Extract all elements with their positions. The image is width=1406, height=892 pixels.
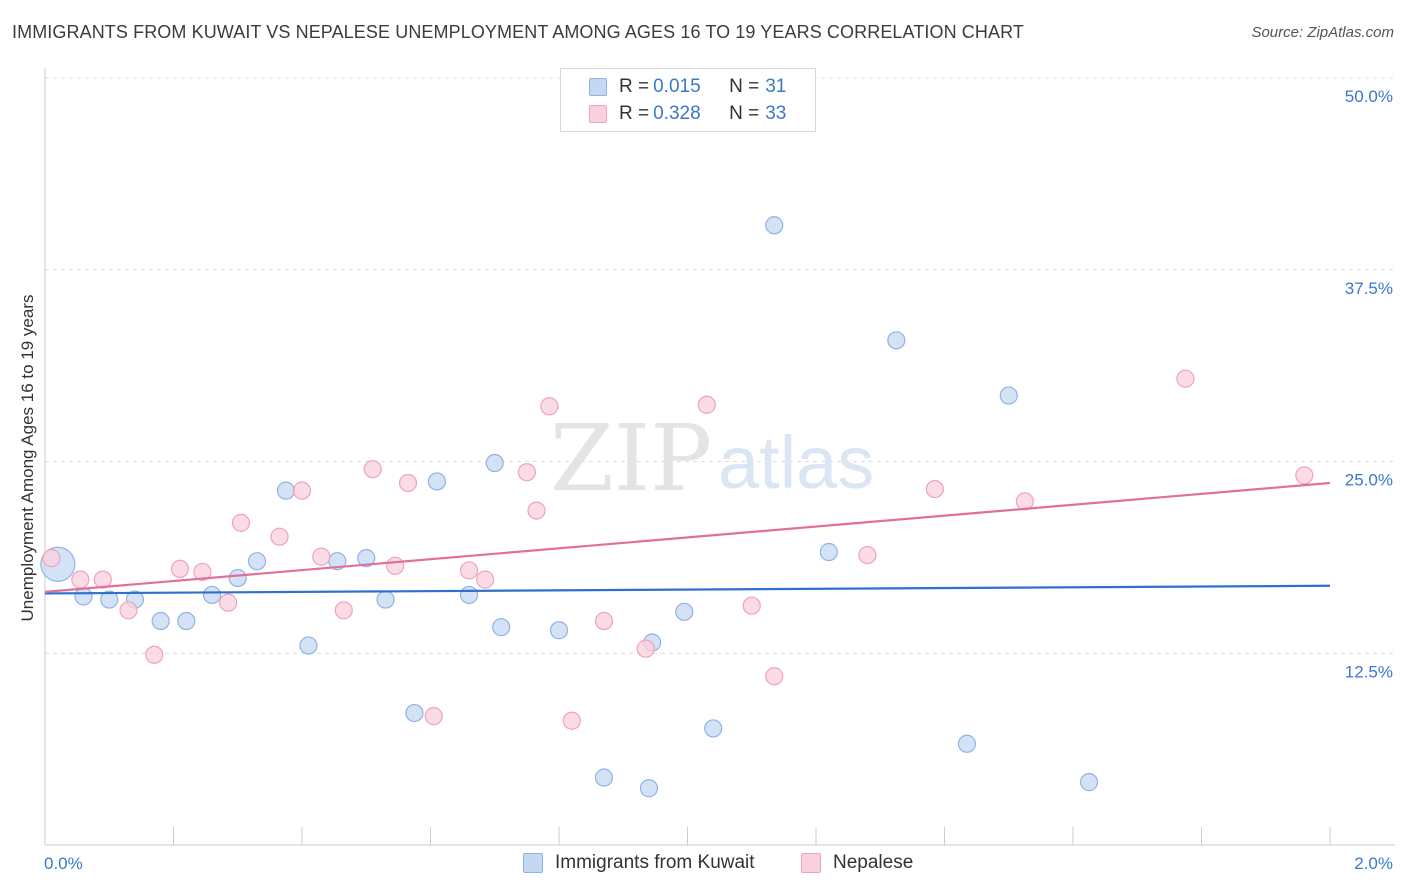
kuwait-point bbox=[427, 472, 447, 491]
nepalese-trend-line bbox=[44, 481, 1331, 593]
nepalese-point bbox=[42, 549, 61, 568]
legend-n-label: N = bbox=[729, 103, 760, 124]
y-axis-label: Unemployment Among Ages 16 to 19 years bbox=[18, 294, 37, 622]
kuwait-point bbox=[765, 216, 784, 235]
correlation-legend: R = 0.015 N = 31 R = 0.328 N = 33 bbox=[560, 68, 816, 132]
nepalese-point bbox=[527, 501, 546, 520]
nepalese-point bbox=[270, 527, 289, 546]
nepalese-point bbox=[925, 480, 944, 499]
kuwait-point bbox=[228, 568, 247, 588]
source-label: Source: ZipAtlas.com bbox=[1251, 24, 1394, 41]
legend-r-value: 0.328 bbox=[653, 103, 701, 124]
kuwait-point bbox=[405, 703, 424, 723]
legend-n-value: 31 bbox=[765, 76, 787, 97]
y-tick-label: 25.0% bbox=[1345, 471, 1393, 490]
legend-r-label: R = bbox=[619, 76, 650, 97]
kuwait-point bbox=[549, 621, 569, 640]
legend-n-value: 33 bbox=[765, 103, 787, 124]
kuwait-point bbox=[357, 549, 376, 568]
legend-row-kuwait: R = 0.015 N = 31 bbox=[589, 75, 786, 99]
nepalese-point bbox=[334, 601, 353, 620]
x-tick-label: 2.0% bbox=[1354, 854, 1393, 873]
nepalese-point bbox=[858, 545, 877, 565]
bottom-legend-swatch-kuwait bbox=[523, 853, 543, 873]
kuwait-point bbox=[492, 618, 511, 637]
kuwait-point bbox=[202, 585, 222, 605]
bottom-legend-kuwait: Immigrants from Kuwait bbox=[523, 850, 755, 876]
bottom-legend-label-kuwait: Immigrants from Kuwait bbox=[555, 852, 755, 873]
legend-r-value: 0.015 bbox=[653, 76, 701, 97]
nepalese-point bbox=[398, 473, 418, 493]
kuwait-point bbox=[177, 611, 196, 631]
kuwait-point bbox=[999, 386, 1018, 405]
kuwait-point bbox=[704, 719, 723, 738]
kuwait-point bbox=[299, 636, 318, 655]
y-tick-label: 12.5% bbox=[1345, 662, 1393, 681]
nepalese-point bbox=[193, 562, 212, 582]
legend-row-nepalese: R = 0.328 N = 33 bbox=[589, 102, 786, 126]
nepalese-point bbox=[93, 570, 112, 589]
legend-n-label: N = bbox=[729, 76, 760, 97]
y-tick-label: 37.5% bbox=[1345, 279, 1393, 298]
kuwait-point bbox=[485, 453, 504, 473]
nepalese-point bbox=[170, 559, 190, 578]
nepalese-point bbox=[517, 463, 536, 482]
kuwait-trend-line bbox=[44, 584, 1331, 595]
kuwait-point bbox=[151, 611, 170, 631]
nepalese-point bbox=[562, 711, 581, 730]
watermark-atlas: atlas bbox=[718, 421, 874, 504]
kuwait-point bbox=[594, 768, 614, 787]
kuwait-point bbox=[376, 590, 395, 609]
nepalese-point bbox=[386, 556, 405, 575]
bottom-legend-nepalese: Nepalese bbox=[801, 850, 913, 876]
kuwait-point bbox=[957, 734, 977, 753]
kuwait-point bbox=[639, 779, 659, 798]
watermark-zip: ZIP bbox=[550, 405, 712, 512]
legend-swatch-kuwait bbox=[589, 78, 607, 96]
nepalese-point bbox=[292, 481, 312, 500]
nepalese-point bbox=[636, 639, 655, 658]
nepalese-point bbox=[594, 611, 614, 631]
nepalese-point bbox=[71, 570, 90, 589]
nepalese-point bbox=[765, 667, 784, 686]
nepalese-point bbox=[476, 570, 495, 589]
nepalese-point bbox=[459, 561, 479, 580]
nepalese-point bbox=[219, 593, 238, 612]
chart-title: IMMIGRANTS FROM KUWAIT VS NEPALESE UNEMP… bbox=[12, 22, 1024, 42]
kuwait-point bbox=[276, 481, 296, 500]
x-tick-label: 0.0% bbox=[44, 854, 83, 873]
kuwait-point bbox=[1079, 773, 1099, 792]
y-tick-label: 50.0% bbox=[1345, 87, 1393, 106]
kuwait-point bbox=[887, 331, 906, 350]
nepalese-point bbox=[742, 596, 761, 615]
nepalese-point bbox=[1176, 369, 1195, 388]
kuwait-point bbox=[74, 587, 93, 606]
nepalese-point bbox=[540, 397, 559, 416]
kuwait-point bbox=[247, 552, 267, 571]
kuwait-point bbox=[459, 585, 479, 605]
kuwait-point bbox=[819, 542, 838, 562]
nepalese-point bbox=[119, 601, 138, 620]
nepalese-point bbox=[145, 645, 164, 664]
nepalese-point bbox=[312, 547, 331, 566]
legend-r-label: R = bbox=[619, 103, 650, 124]
nepalese-point bbox=[363, 460, 382, 479]
kuwait-point bbox=[100, 590, 119, 609]
bottom-legend-swatch-nepalese bbox=[801, 853, 821, 873]
nepalese-point bbox=[1295, 466, 1314, 485]
nepalese-point bbox=[424, 707, 443, 726]
legend-swatch-nepalese bbox=[589, 105, 607, 123]
nepalese-point bbox=[231, 513, 251, 532]
kuwait-point bbox=[675, 602, 694, 621]
nepalese-point bbox=[697, 395, 716, 414]
bottom-legend-label-nepalese: Nepalese bbox=[833, 852, 914, 873]
